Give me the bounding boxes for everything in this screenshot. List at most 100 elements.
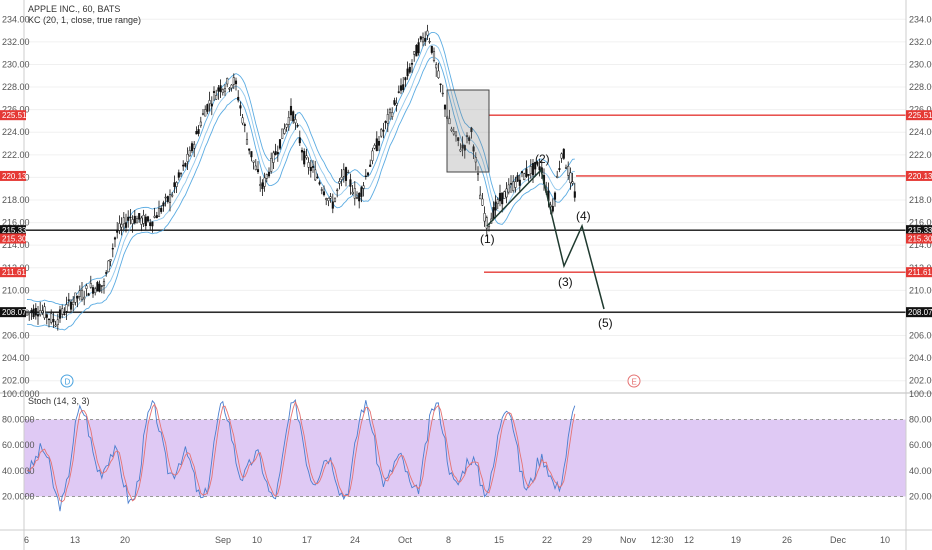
candle-body xyxy=(503,191,506,199)
left-tick-14: 206.00 xyxy=(2,331,30,341)
candle-body xyxy=(283,128,286,134)
earnings-marker-icon[interactable] xyxy=(627,374,641,388)
earnings-marker-label: E xyxy=(632,378,637,387)
candle-body xyxy=(523,173,526,180)
candle-body xyxy=(320,189,323,191)
candle-body xyxy=(344,167,348,181)
candle-body xyxy=(377,140,381,146)
candle-body xyxy=(144,216,147,227)
candle-body xyxy=(485,217,488,229)
candle-body xyxy=(166,196,169,202)
candle-body xyxy=(536,161,539,165)
right-level-tag-text-215.33: 215.33 xyxy=(908,226,932,235)
candle-body xyxy=(197,129,200,134)
indicator-legend[interactable]: KC (20, 1, close, true range) xyxy=(28,15,141,25)
time-tick-14: 12 xyxy=(684,535,694,545)
candle-body xyxy=(78,290,81,297)
candle-body xyxy=(105,272,108,274)
candle-body xyxy=(571,181,574,184)
left-tick-15: 204.00 xyxy=(2,353,30,363)
candle-body xyxy=(421,37,425,43)
candle-body xyxy=(278,139,282,149)
candle-body xyxy=(241,117,244,124)
candle-body xyxy=(371,150,374,161)
candle-body xyxy=(146,216,150,222)
time-tick-8: 8 xyxy=(446,535,451,545)
candle-body xyxy=(294,119,297,124)
left-level-tag-text-215.30: 215.30 xyxy=(2,234,27,243)
right-tick-3: 228.00 xyxy=(909,82,932,92)
right-tick-2: 230.00 xyxy=(909,59,932,69)
left-level-tag-215.33 xyxy=(0,225,26,236)
left-level-tag-208.07 xyxy=(0,307,26,318)
left-level-tag-225.51 xyxy=(0,110,26,121)
candle-body xyxy=(437,70,440,79)
candle-body xyxy=(395,102,398,106)
candle-body xyxy=(331,201,334,209)
candle-body xyxy=(67,299,70,301)
candle-body xyxy=(87,293,90,296)
highlight-box xyxy=(446,89,490,173)
left-tick-0: 234.00 xyxy=(2,14,30,24)
candle-body xyxy=(107,260,110,273)
stoch-left-tick-3: 40.0000 xyxy=(2,466,35,476)
wave-label-2: (2) xyxy=(535,152,550,166)
candle-body xyxy=(340,176,343,180)
candle-body xyxy=(256,169,260,173)
candle-body xyxy=(461,144,464,149)
candle-body xyxy=(263,177,266,187)
time-tick-1: 13 xyxy=(70,535,80,545)
candle-body xyxy=(538,166,541,171)
candle-body xyxy=(285,124,288,128)
time-tick-9: 15 xyxy=(494,535,504,545)
candle-body xyxy=(556,175,559,178)
candle-body xyxy=(366,172,370,176)
candle-body xyxy=(54,324,57,327)
candle-body xyxy=(223,88,227,92)
candle-body xyxy=(32,308,35,318)
candle-body xyxy=(254,165,257,170)
candle-body xyxy=(190,143,194,152)
candle-body xyxy=(276,152,279,155)
candle-body xyxy=(494,201,497,211)
candle-body xyxy=(45,314,48,318)
keltner-line-0 xyxy=(26,56,575,331)
candle-body xyxy=(85,285,88,289)
candle-body xyxy=(193,143,196,149)
candle-body xyxy=(61,308,64,315)
keltner-line-2 xyxy=(26,31,575,306)
candle-body xyxy=(410,63,414,65)
left-tick-5: 224.00 xyxy=(2,127,30,137)
time-axis[interactable]: 6 13 20 Sep 10 17 24 Oct 8 15 22 29 Nov 12:30 12 19 26 De… xyxy=(0,529,932,545)
candle-body xyxy=(80,289,84,300)
right-level-tag-text-215.30: 215.30 xyxy=(908,234,932,243)
chart-title: APPLE INC., 60, BATS xyxy=(28,4,120,14)
candle-body xyxy=(195,131,198,135)
candle-body xyxy=(527,174,530,176)
right-level-tag-220.13 xyxy=(906,170,932,181)
candle-body xyxy=(96,282,99,292)
candle-body xyxy=(417,42,420,54)
candle-body xyxy=(41,310,44,313)
candle-body xyxy=(28,311,31,314)
candle-body xyxy=(303,150,306,165)
candle-body xyxy=(72,301,75,305)
candle-body xyxy=(30,310,33,314)
candle-body xyxy=(120,224,123,228)
candle-body xyxy=(518,179,521,186)
candle-body xyxy=(474,157,477,163)
stoch-left-tick-1: 80.0000 xyxy=(2,415,35,425)
candle-body xyxy=(58,309,62,319)
candle-body xyxy=(182,164,185,167)
candle-body xyxy=(261,182,264,190)
time-tick-15: 19 xyxy=(731,535,741,545)
dividend-marker-icon[interactable] xyxy=(60,374,74,388)
candle-body xyxy=(118,223,121,231)
right-tick-12: 210.00 xyxy=(909,285,932,295)
candle-body xyxy=(272,152,275,163)
candle-body xyxy=(89,283,92,288)
candle-body xyxy=(355,197,359,199)
stoch-legend[interactable]: Stoch (14, 3, 3) xyxy=(28,396,90,406)
candle-body xyxy=(173,182,176,187)
